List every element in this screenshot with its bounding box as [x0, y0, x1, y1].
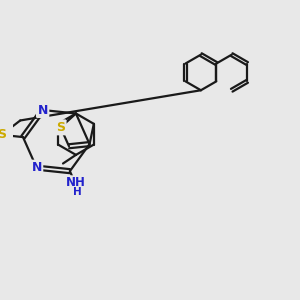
Text: S: S [56, 121, 65, 134]
Text: N: N [38, 103, 48, 116]
Text: NH: NH [66, 176, 86, 189]
Text: H: H [74, 187, 82, 197]
Text: S: S [0, 128, 6, 141]
Text: N: N [32, 161, 42, 174]
